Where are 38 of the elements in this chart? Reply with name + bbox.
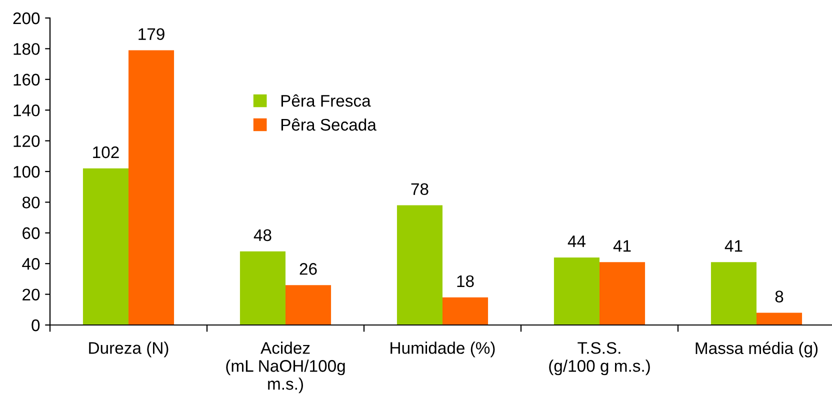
bar bbox=[128, 50, 174, 325]
data-label: 26 bbox=[300, 263, 317, 275]
data-label: 44 bbox=[568, 236, 586, 248]
x-tick-label: Acidez (mL NaOH/100g m.s.) bbox=[226, 342, 345, 394]
data-label: 8 bbox=[775, 290, 784, 302]
y-tick-label: 100 bbox=[14, 166, 40, 178]
bar bbox=[286, 285, 332, 325]
y-tick-label: 120 bbox=[14, 135, 40, 148]
y-tick-label: 40 bbox=[22, 258, 40, 270]
y-tick-label: 160 bbox=[14, 74, 40, 86]
y-tick-label: 180 bbox=[14, 43, 40, 55]
y-tick-label: 20 bbox=[22, 288, 40, 301]
legend-label: Pêra Fresca bbox=[281, 94, 371, 107]
data-label: 41 bbox=[724, 240, 742, 252]
bar bbox=[600, 262, 646, 325]
x-tick-label: Massa média (g) bbox=[696, 342, 818, 358]
bar bbox=[756, 312, 802, 325]
bar bbox=[396, 205, 442, 325]
data-label: 18 bbox=[457, 275, 474, 288]
bar bbox=[710, 262, 756, 325]
bar bbox=[554, 257, 600, 325]
y-tick-label: 200 bbox=[13, 12, 40, 24]
bar bbox=[82, 168, 128, 325]
y-tick-label: 140 bbox=[14, 104, 40, 116]
data-label: 48 bbox=[254, 229, 272, 242]
y-tick-label: 0 bbox=[32, 319, 40, 332]
legend-label: Pêra Secada bbox=[281, 118, 376, 131]
bar bbox=[240, 251, 286, 325]
x-tick-label: T.S.S. (g/100 g m.s.) bbox=[549, 342, 650, 376]
data-label: 179 bbox=[138, 28, 164, 40]
y-tick-label: 80 bbox=[22, 196, 40, 208]
x-tick-label: Humidade (%) bbox=[390, 342, 495, 358]
data-label: 78 bbox=[411, 183, 428, 196]
y-tick-label: 60 bbox=[22, 227, 40, 240]
x-tick-label: Dureza (N) bbox=[89, 342, 168, 358]
bar bbox=[442, 297, 488, 325]
data-label: 41 bbox=[613, 240, 631, 252]
data-label: 102 bbox=[93, 146, 119, 158]
